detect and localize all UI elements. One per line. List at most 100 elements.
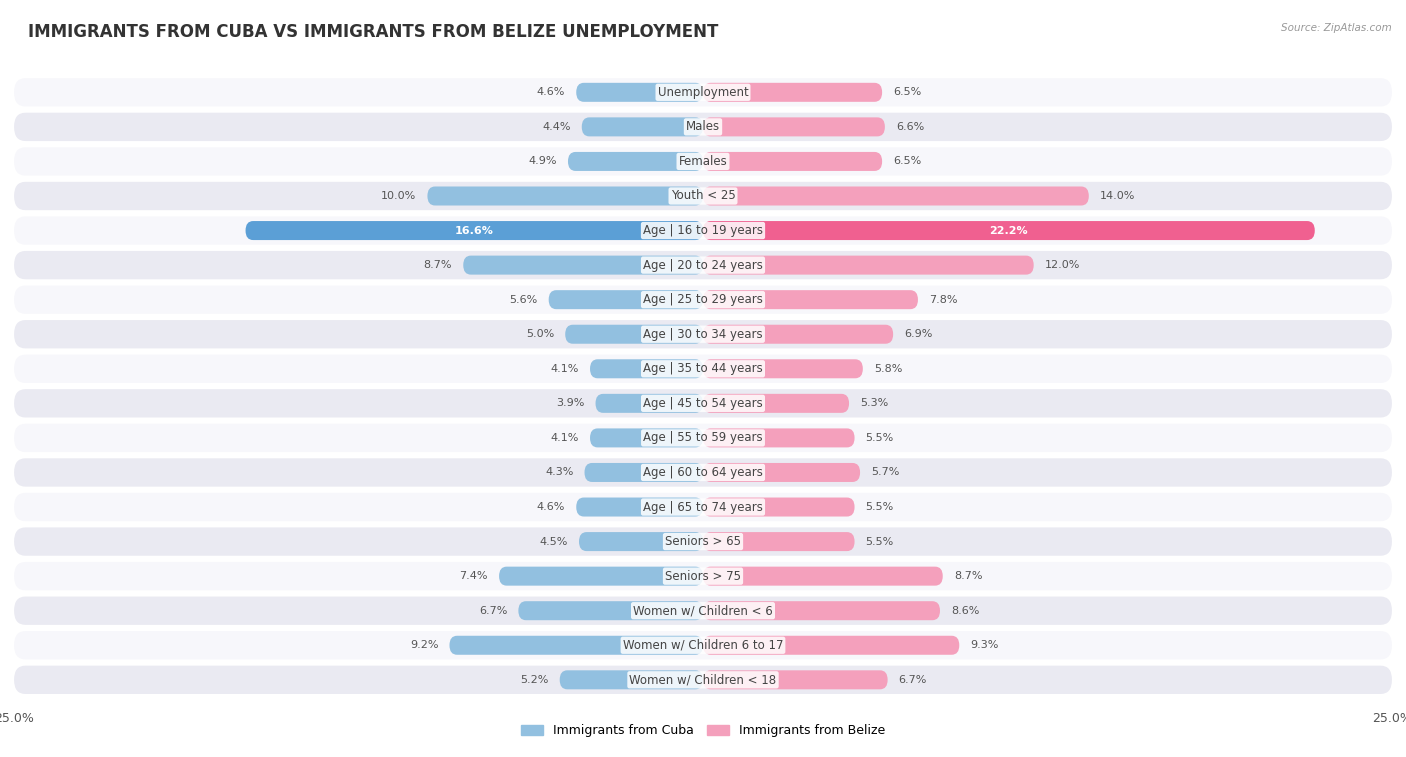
Text: IMMIGRANTS FROM CUBA VS IMMIGRANTS FROM BELIZE UNEMPLOYMENT: IMMIGRANTS FROM CUBA VS IMMIGRANTS FROM … [28, 23, 718, 41]
Text: Age | 16 to 19 years: Age | 16 to 19 years [643, 224, 763, 237]
Text: 4.1%: 4.1% [551, 364, 579, 374]
Text: Women w/ Children 6 to 17: Women w/ Children 6 to 17 [623, 639, 783, 652]
FancyBboxPatch shape [591, 428, 703, 447]
Text: Males: Males [686, 120, 720, 133]
Text: 16.6%: 16.6% [454, 226, 494, 235]
FancyBboxPatch shape [14, 320, 1392, 348]
Text: Women w/ Children < 6: Women w/ Children < 6 [633, 604, 773, 617]
Text: 4.4%: 4.4% [543, 122, 571, 132]
Text: 8.6%: 8.6% [950, 606, 980, 615]
FancyBboxPatch shape [519, 601, 703, 620]
FancyBboxPatch shape [703, 394, 849, 413]
Text: 5.6%: 5.6% [509, 294, 537, 304]
Legend: Immigrants from Cuba, Immigrants from Belize: Immigrants from Cuba, Immigrants from Be… [516, 719, 890, 743]
FancyBboxPatch shape [596, 394, 703, 413]
FancyBboxPatch shape [14, 631, 1392, 659]
FancyBboxPatch shape [14, 354, 1392, 383]
FancyBboxPatch shape [703, 497, 855, 516]
Text: 14.0%: 14.0% [1099, 191, 1135, 201]
Text: 10.0%: 10.0% [381, 191, 416, 201]
Text: Women w/ Children < 18: Women w/ Children < 18 [630, 673, 776, 687]
FancyBboxPatch shape [591, 360, 703, 378]
FancyBboxPatch shape [14, 597, 1392, 625]
FancyBboxPatch shape [14, 458, 1392, 487]
Text: Seniors > 65: Seniors > 65 [665, 535, 741, 548]
Text: Age | 55 to 59 years: Age | 55 to 59 years [643, 431, 763, 444]
FancyBboxPatch shape [703, 325, 893, 344]
FancyBboxPatch shape [14, 217, 1392, 245]
FancyBboxPatch shape [703, 670, 887, 690]
Text: Age | 60 to 64 years: Age | 60 to 64 years [643, 466, 763, 479]
Text: Age | 65 to 74 years: Age | 65 to 74 years [643, 500, 763, 513]
Text: Seniors > 75: Seniors > 75 [665, 570, 741, 583]
Text: 5.5%: 5.5% [866, 537, 894, 547]
FancyBboxPatch shape [703, 221, 1315, 240]
Text: 4.9%: 4.9% [529, 157, 557, 167]
FancyBboxPatch shape [14, 562, 1392, 590]
FancyBboxPatch shape [703, 117, 884, 136]
Text: 5.2%: 5.2% [520, 674, 548, 685]
Text: 6.5%: 6.5% [893, 157, 921, 167]
FancyBboxPatch shape [14, 148, 1392, 176]
Text: 8.7%: 8.7% [953, 571, 983, 581]
Text: Age | 25 to 29 years: Age | 25 to 29 years [643, 293, 763, 306]
Text: 6.5%: 6.5% [893, 87, 921, 98]
FancyBboxPatch shape [579, 532, 703, 551]
Text: 4.6%: 4.6% [537, 502, 565, 512]
FancyBboxPatch shape [585, 463, 703, 482]
Text: 6.7%: 6.7% [479, 606, 508, 615]
Text: Source: ZipAtlas.com: Source: ZipAtlas.com [1281, 23, 1392, 33]
FancyBboxPatch shape [703, 360, 863, 378]
FancyBboxPatch shape [568, 152, 703, 171]
Text: 5.5%: 5.5% [866, 502, 894, 512]
Text: 5.7%: 5.7% [872, 468, 900, 478]
FancyBboxPatch shape [14, 493, 1392, 521]
Text: 7.4%: 7.4% [460, 571, 488, 581]
Text: 9.3%: 9.3% [970, 640, 998, 650]
FancyBboxPatch shape [576, 83, 703, 102]
Text: 12.0%: 12.0% [1045, 260, 1080, 270]
Text: 6.6%: 6.6% [896, 122, 924, 132]
Text: 4.6%: 4.6% [537, 87, 565, 98]
Text: 9.2%: 9.2% [411, 640, 439, 650]
Text: Age | 45 to 54 years: Age | 45 to 54 years [643, 397, 763, 410]
FancyBboxPatch shape [703, 290, 918, 309]
FancyBboxPatch shape [576, 497, 703, 516]
Text: 4.5%: 4.5% [540, 537, 568, 547]
FancyBboxPatch shape [703, 532, 855, 551]
FancyBboxPatch shape [14, 182, 1392, 210]
Text: Females: Females [679, 155, 727, 168]
FancyBboxPatch shape [703, 256, 1033, 275]
FancyBboxPatch shape [548, 290, 703, 309]
Text: 5.8%: 5.8% [875, 364, 903, 374]
FancyBboxPatch shape [463, 256, 703, 275]
Text: Age | 35 to 44 years: Age | 35 to 44 years [643, 363, 763, 375]
FancyBboxPatch shape [427, 186, 703, 205]
FancyBboxPatch shape [14, 665, 1392, 694]
FancyBboxPatch shape [703, 601, 941, 620]
FancyBboxPatch shape [14, 285, 1392, 314]
Text: 22.2%: 22.2% [990, 226, 1028, 235]
FancyBboxPatch shape [703, 186, 1088, 205]
FancyBboxPatch shape [246, 221, 703, 240]
FancyBboxPatch shape [14, 78, 1392, 107]
FancyBboxPatch shape [499, 567, 703, 586]
FancyBboxPatch shape [565, 325, 703, 344]
FancyBboxPatch shape [14, 528, 1392, 556]
Text: 3.9%: 3.9% [557, 398, 585, 408]
Text: 8.7%: 8.7% [423, 260, 453, 270]
Text: 6.7%: 6.7% [898, 674, 927, 685]
FancyBboxPatch shape [703, 567, 943, 586]
FancyBboxPatch shape [703, 636, 959, 655]
FancyBboxPatch shape [14, 389, 1392, 418]
Text: 4.1%: 4.1% [551, 433, 579, 443]
FancyBboxPatch shape [582, 117, 703, 136]
Text: 6.9%: 6.9% [904, 329, 932, 339]
FancyBboxPatch shape [703, 463, 860, 482]
FancyBboxPatch shape [14, 251, 1392, 279]
Text: Youth < 25: Youth < 25 [671, 189, 735, 202]
FancyBboxPatch shape [560, 670, 703, 690]
Text: 7.8%: 7.8% [929, 294, 957, 304]
Text: 5.3%: 5.3% [860, 398, 889, 408]
Text: Unemployment: Unemployment [658, 86, 748, 99]
